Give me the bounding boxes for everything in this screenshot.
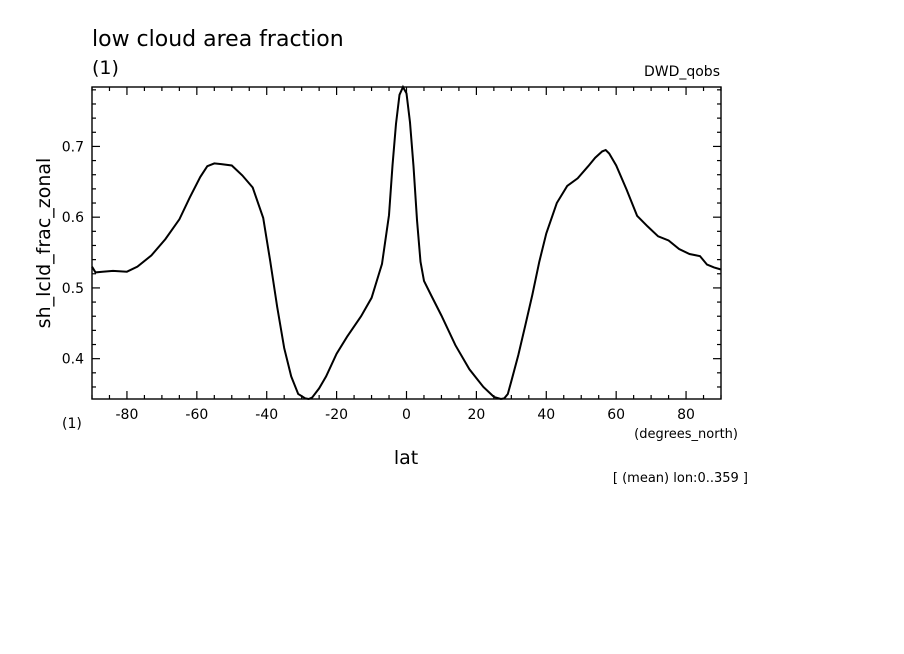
dataset-label: DWD_qobs bbox=[644, 64, 720, 80]
units-label: (1) bbox=[92, 57, 119, 79]
series-line bbox=[91, 84, 722, 401]
chart-title: low cloud area fraction bbox=[92, 27, 344, 52]
x-tick-label: 40 bbox=[537, 407, 555, 423]
x-tick-label: 20 bbox=[467, 407, 485, 423]
x-axis-label: lat bbox=[394, 447, 418, 469]
y-tick-labels: 0.4 0.5 0.6 0.7 bbox=[62, 139, 84, 367]
axis-ticks bbox=[91, 87, 722, 399]
x-tick-label: 60 bbox=[607, 407, 625, 423]
x-tick-label: -80 bbox=[116, 407, 139, 423]
y-tick-label: 0.4 bbox=[62, 352, 84, 368]
x-tick-label: -40 bbox=[255, 407, 278, 423]
y-tick-label: 0.7 bbox=[62, 139, 84, 155]
plot-frame bbox=[91, 86, 722, 400]
y-tick-label: 0.5 bbox=[62, 281, 84, 297]
x-tick-label: -60 bbox=[185, 407, 208, 423]
x-tick-label: -20 bbox=[325, 407, 348, 423]
x-tick-labels: -80 -60 -40 -20 0 20 40 60 80 bbox=[116, 407, 695, 423]
y-units-corner: (1) bbox=[62, 416, 82, 432]
y-tick-label: 0.6 bbox=[62, 210, 84, 226]
x-tick-label: 0 bbox=[402, 407, 411, 423]
y-axis-label: sh_lcld_frac_zonal bbox=[33, 158, 55, 329]
x-tick-label: 80 bbox=[677, 407, 695, 423]
x-axis-units: (degrees_north) bbox=[634, 427, 738, 442]
footnote: [ (mean) lon:0..359 ] bbox=[613, 471, 748, 486]
